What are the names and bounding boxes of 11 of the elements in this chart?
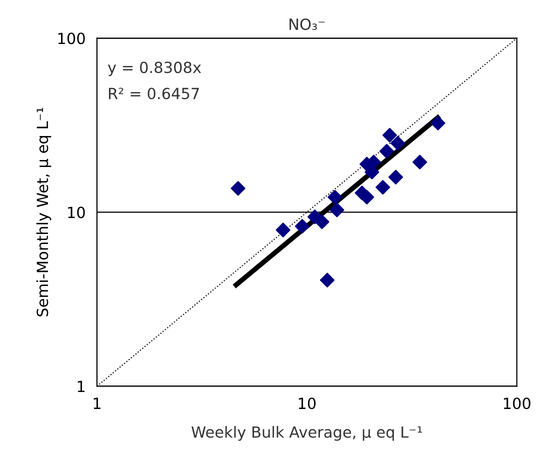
x-tick-label: 100 — [504, 398, 530, 410]
y-tick-label: 100 — [58, 32, 85, 44]
x-tick-label: 10 — [298, 398, 316, 410]
y-axis-title: Semi-Monthly Wet, μ eq L⁻¹ — [36, 108, 52, 316]
x-tick-label: 1 — [94, 398, 100, 409]
annotation: R² = 0.6457 — [108, 88, 199, 100]
chart-title: NO₃⁻ — [290, 18, 325, 30]
annotation: y = 0.8308x — [108, 62, 202, 76]
y-tick-label: 10 — [68, 206, 85, 218]
y-tick-label: 1 — [78, 380, 84, 392]
x-axis-title: Weekly Bulk Average, μ eq L⁻¹ — [192, 426, 422, 441]
